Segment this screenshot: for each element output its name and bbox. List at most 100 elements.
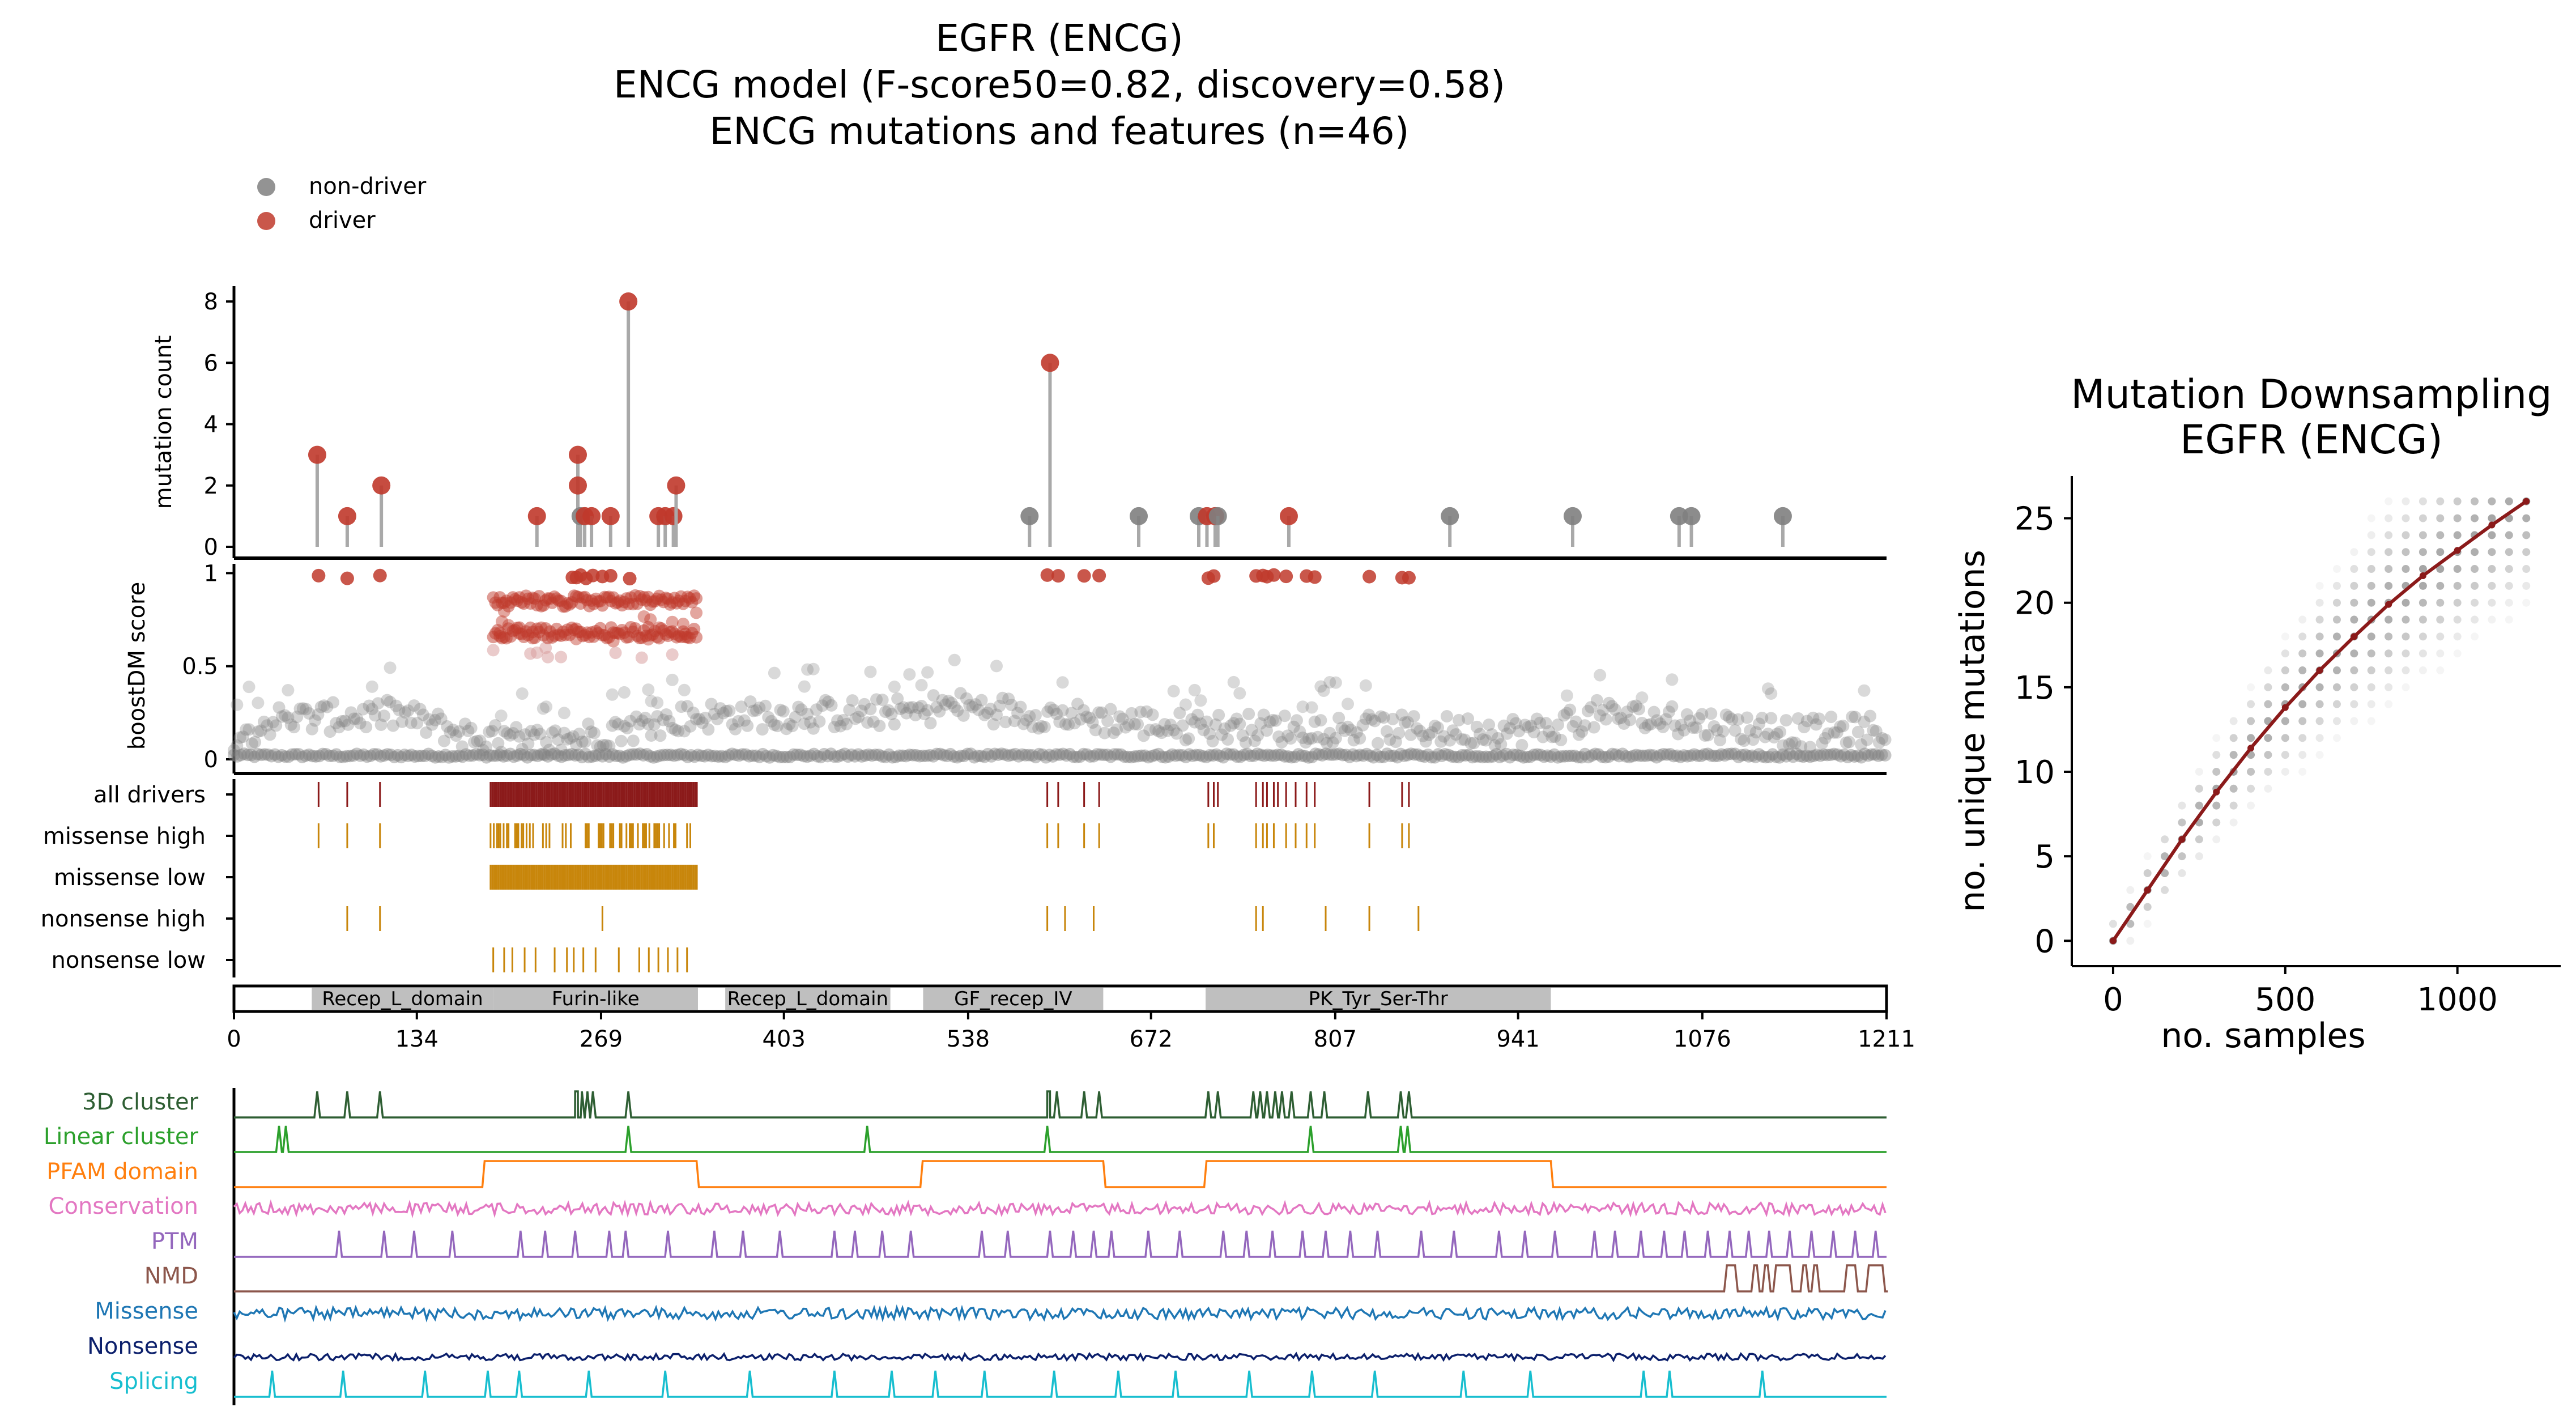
boostdm-point [1326,748,1339,761]
downsampling-sample-point [2178,869,2186,877]
boostdm-point [763,751,776,764]
boostdm-point [572,749,585,762]
boostdm-point [858,698,871,711]
boostdm-point [521,751,534,764]
downsampling-sample-point [2332,666,2341,675]
boostdm-point [816,699,829,712]
boostdm-point [1875,748,1888,761]
downsampling-sample-point [2229,734,2238,742]
boostdm-point [1323,676,1336,689]
boostdm-point [1480,750,1493,763]
boostdm-point [1599,751,1612,764]
feature-label: PTM [151,1229,198,1255]
boostdm-point [1107,726,1120,739]
boostdm-point [1531,748,1544,761]
boostdm-point [645,729,658,742]
feature-label: Missense [95,1298,198,1324]
downsampling-sample-point [2453,565,2462,573]
boostdm-point [1723,711,1736,724]
boostdm-point [1576,725,1589,738]
lollipop-nondriver-point [1773,507,1792,525]
boostdm-point [1870,725,1883,738]
downsampling-sample-point [2126,937,2135,945]
downsampling-sample-point [2488,497,2496,505]
boostdm-point [1122,719,1135,732]
boostdm-point [480,740,493,753]
boostdm-point [1203,749,1216,762]
downsampling-sample-point [2350,581,2358,590]
boostdm-driver-point [1092,568,1106,583]
boostdm-point [1128,750,1141,763]
boostdm-point [367,747,380,760]
boostdm-ytick-label: 0.5 [182,654,218,680]
downsampling-sample-point [2281,683,2289,691]
boostdm-point [1843,736,1856,749]
downsampling-sample-point [2505,581,2513,590]
legend-driver-label: driver [309,207,376,233]
boostdm-point [1227,675,1240,688]
boostdm-point [1541,749,1554,762]
boostdm-point [471,734,484,747]
boostdm-driver-point [1051,569,1065,583]
boostdm-point [1019,749,1032,762]
boostdm-point [587,726,601,739]
boostdm-point [1057,747,1070,760]
downsampling-sample-point [2143,903,2152,911]
boostdm-point [500,749,513,762]
boostdm-point [603,750,616,763]
boostdm-point [1128,718,1141,731]
boostdm-point [1761,728,1774,741]
boostdm-point [729,749,742,762]
boostdm-point [1026,720,1039,733]
boostdm-point [486,725,499,738]
boostdm-point [1167,685,1180,698]
boostdm-point [1467,737,1480,750]
boostdm-driver-point [312,568,326,583]
boostdm-point [1323,726,1336,739]
boostdm-point [371,748,384,761]
boostdm-point [939,698,952,711]
boostdm-point [645,695,658,708]
boostdm-point [988,747,1001,760]
boostdm-point [561,733,574,746]
boostdm-point [1470,720,1483,733]
boostdm-point [1774,725,1787,738]
boostdm-point [961,747,974,760]
boostdm-point [483,749,496,762]
tracks-row-label: missense low [54,865,206,891]
boostdm-point [837,713,850,726]
boostdm-point [1180,750,1193,763]
lollipop-driver-point [372,476,391,495]
downsampling-sample-point [2143,852,2152,861]
boostdm-point [1317,684,1330,697]
boostdm-point [344,706,357,719]
boostdm-point [441,720,454,733]
boostdm-point [672,725,685,738]
boostdm-point [289,747,302,760]
boostdm-point [1191,708,1204,721]
boostdm-point [1176,749,1189,762]
boostdm-point [917,749,930,762]
boostdm-point [504,729,517,742]
boostdm-point [1858,684,1871,697]
downsampling-sample-point [2332,565,2341,573]
boostdm-point [1134,705,1147,719]
feature-track-line [233,1199,1887,1218]
boostdm-point [1014,700,1027,713]
boostdm-point [1271,749,1284,762]
downsampling-sample-point [2264,700,2272,708]
downsampling-sample-point [2298,734,2307,742]
boostdm-point [654,749,667,762]
downsampling-sample-point [2298,700,2307,708]
legend-nondriver-label: non-driver [309,173,427,199]
boostdm-point [395,751,408,764]
boostdm-point [1047,703,1060,716]
boostdm-point [1360,747,1373,760]
boostdm-point [1555,750,1568,763]
boostdm-point [1612,750,1625,763]
downsampling-sample-point [2332,717,2341,725]
boostdm-point [654,729,667,742]
boostdm-point [1167,724,1180,737]
boostdm-point [1698,748,1711,761]
boostdm-point [1125,707,1138,720]
